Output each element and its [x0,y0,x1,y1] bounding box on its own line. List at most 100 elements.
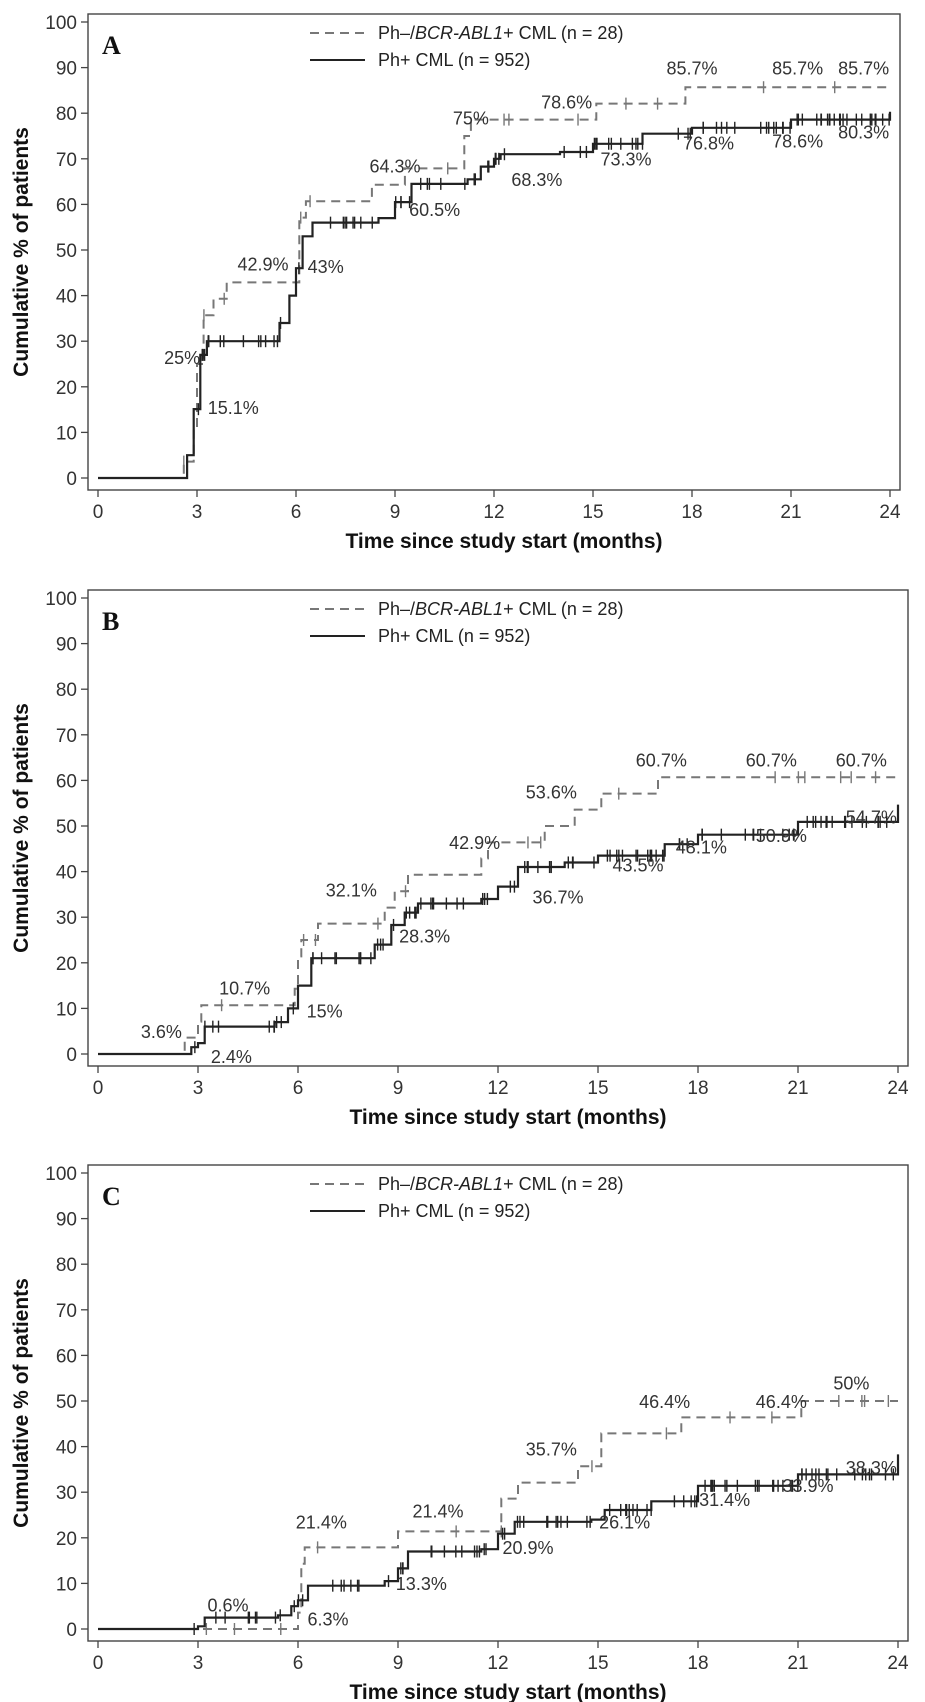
series-ph-neg-line [98,86,890,479]
data-label: 3.6% [141,1022,182,1042]
panel-a: A 0 10 20 30 40 50 60 70 80 90 100 0 3 6 9 12 15 18 21 24 Tim… [10,13,901,553]
data-label: 60.7% [636,751,687,771]
data-label: 68.3% [511,170,562,190]
x-tick-label: 24 [887,1078,909,1099]
y-tick-label: 10 [56,423,77,444]
x-tick-label: 12 [487,1078,508,1099]
x-tick-label: 24 [887,1653,909,1674]
legend-italic: BCR-ABL1 [415,599,503,619]
y-tick-label: 80 [56,680,77,701]
data-label: 21.4% [296,1513,347,1533]
x-tick-label: 9 [393,1653,404,1674]
x-tick-label: 3 [193,1078,204,1099]
legend-suffix: + CML (n = 28) [503,23,623,43]
x-tick-label: 3 [192,502,203,523]
x-tick-label: 3 [193,1653,204,1674]
legend-italic: BCR-ABL1 [415,23,503,43]
y-axis-title: Cumulative % of patients [10,703,33,953]
y-tick-label: 90 [56,635,77,656]
y-tick-label: 10 [56,1574,77,1595]
y-axis-title: Cumulative % of patients [10,127,33,377]
data-label: 76.8% [683,134,734,154]
legend-suffix: + CML (n = 28) [503,599,623,619]
x-tick-label: 21 [787,1653,808,1674]
plot-frame [87,13,901,491]
data-label: 60.7% [746,751,797,771]
legend-entry: Ph+ CML (n = 952) [378,50,530,70]
data-label: 46.4% [639,1392,690,1412]
x-tick-label: 9 [393,1078,404,1099]
data-label: 80.3% [838,122,889,142]
data-label: 60.7% [836,751,887,771]
data-label: 53.6% [526,783,577,803]
y-tick-label: 40 [56,1438,77,1459]
data-label: 50.9% [756,826,807,846]
x-tick-label: 15 [582,502,603,523]
legend-prefix: Ph–/ [378,23,415,43]
legend-italic: BCR-ABL1 [415,1174,503,1194]
y-tick-label: 10 [56,999,77,1020]
data-label: 64.3% [369,156,420,176]
y-tick-label: 100 [45,13,77,34]
data-label: 26.1% [599,1513,650,1533]
y-tick-label: 70 [56,150,77,171]
panel-b: B 0 10 20 30 40 50 60 70 80 90 100 0 3 6 9 12 15 18 21 24 Tim… [10,589,909,1129]
data-label: 85.7% [838,58,889,78]
data-label: 78.6% [541,93,592,113]
panel-c: C 0 10 20 30 40 50 60 70 80 90 100 0 3 6 9 12 15 18 21 24 Tim… [10,1164,909,1702]
y-tick-label: 80 [56,104,77,125]
legend-entry: Ph–/BCR-ABL1+ CML (n = 28) [378,23,623,43]
data-label: 35.7% [526,1440,577,1460]
legend-entry: Ph+ CML (n = 952) [378,1201,530,1221]
legend-entry: Ph+ CML (n = 952) [378,626,530,646]
legend-entry: Ph–/BCR-ABL1+ CML (n = 28) [378,1174,623,1194]
y-tick-label: 0 [66,1045,77,1066]
series-ph-neg-line [98,776,898,1055]
data-label: 43% [308,257,344,277]
y-tick-label: 30 [56,332,77,353]
legend-suffix: + CML (n = 28) [503,1174,623,1194]
x-tick-label: 6 [293,1653,304,1674]
y-tick-label: 20 [56,1529,77,1550]
y-tick-label: 40 [56,863,77,884]
data-label: 31.4% [699,1490,750,1510]
x-tick-label: 9 [390,502,401,523]
x-tick-label: 24 [879,502,901,523]
data-label: 15% [307,1002,343,1022]
data-label: 20.9% [502,1538,553,1558]
x-axis-title: Time since study start (months) [349,1106,666,1129]
data-label: 21.4% [412,1501,463,1521]
data-label: 36.7% [532,888,583,908]
data-label: 42.9% [237,255,288,275]
data-label: 32.1% [326,881,377,901]
y-tick-label: 100 [45,589,77,610]
data-label: 25% [164,348,200,368]
y-tick-label: 70 [56,1301,77,1322]
legend-prefix: Ph–/ [378,1174,415,1194]
data-label: 6.3% [307,1609,348,1629]
y-tick-label: 0 [66,1620,77,1641]
panel-letter: B [102,607,119,636]
data-label: 85.7% [666,58,717,78]
data-label: 28.3% [399,926,450,946]
y-tick-label: 30 [56,908,77,929]
x-tick-label: 6 [291,502,302,523]
x-tick-label: 0 [93,1078,104,1099]
data-label: 43.5% [612,856,663,876]
x-tick-label: 0 [93,1653,104,1674]
data-label: 10.7% [219,979,270,999]
y-tick-label: 30 [56,1483,77,1504]
y-tick-label: 100 [45,1164,77,1185]
legend-prefix: Ph–/ [378,599,415,619]
x-tick-label: 0 [93,502,104,523]
panel-letter: A [102,31,121,60]
data-label: 48.1% [676,837,727,857]
x-tick-label: 15 [587,1078,608,1099]
data-label: 73.3% [600,150,651,170]
y-tick-label: 60 [56,195,77,216]
x-tick-label: 12 [487,1653,508,1674]
y-tick-label: 50 [56,241,77,262]
data-label: 46.4% [756,1392,807,1412]
x-tick-label: 18 [687,1078,708,1099]
